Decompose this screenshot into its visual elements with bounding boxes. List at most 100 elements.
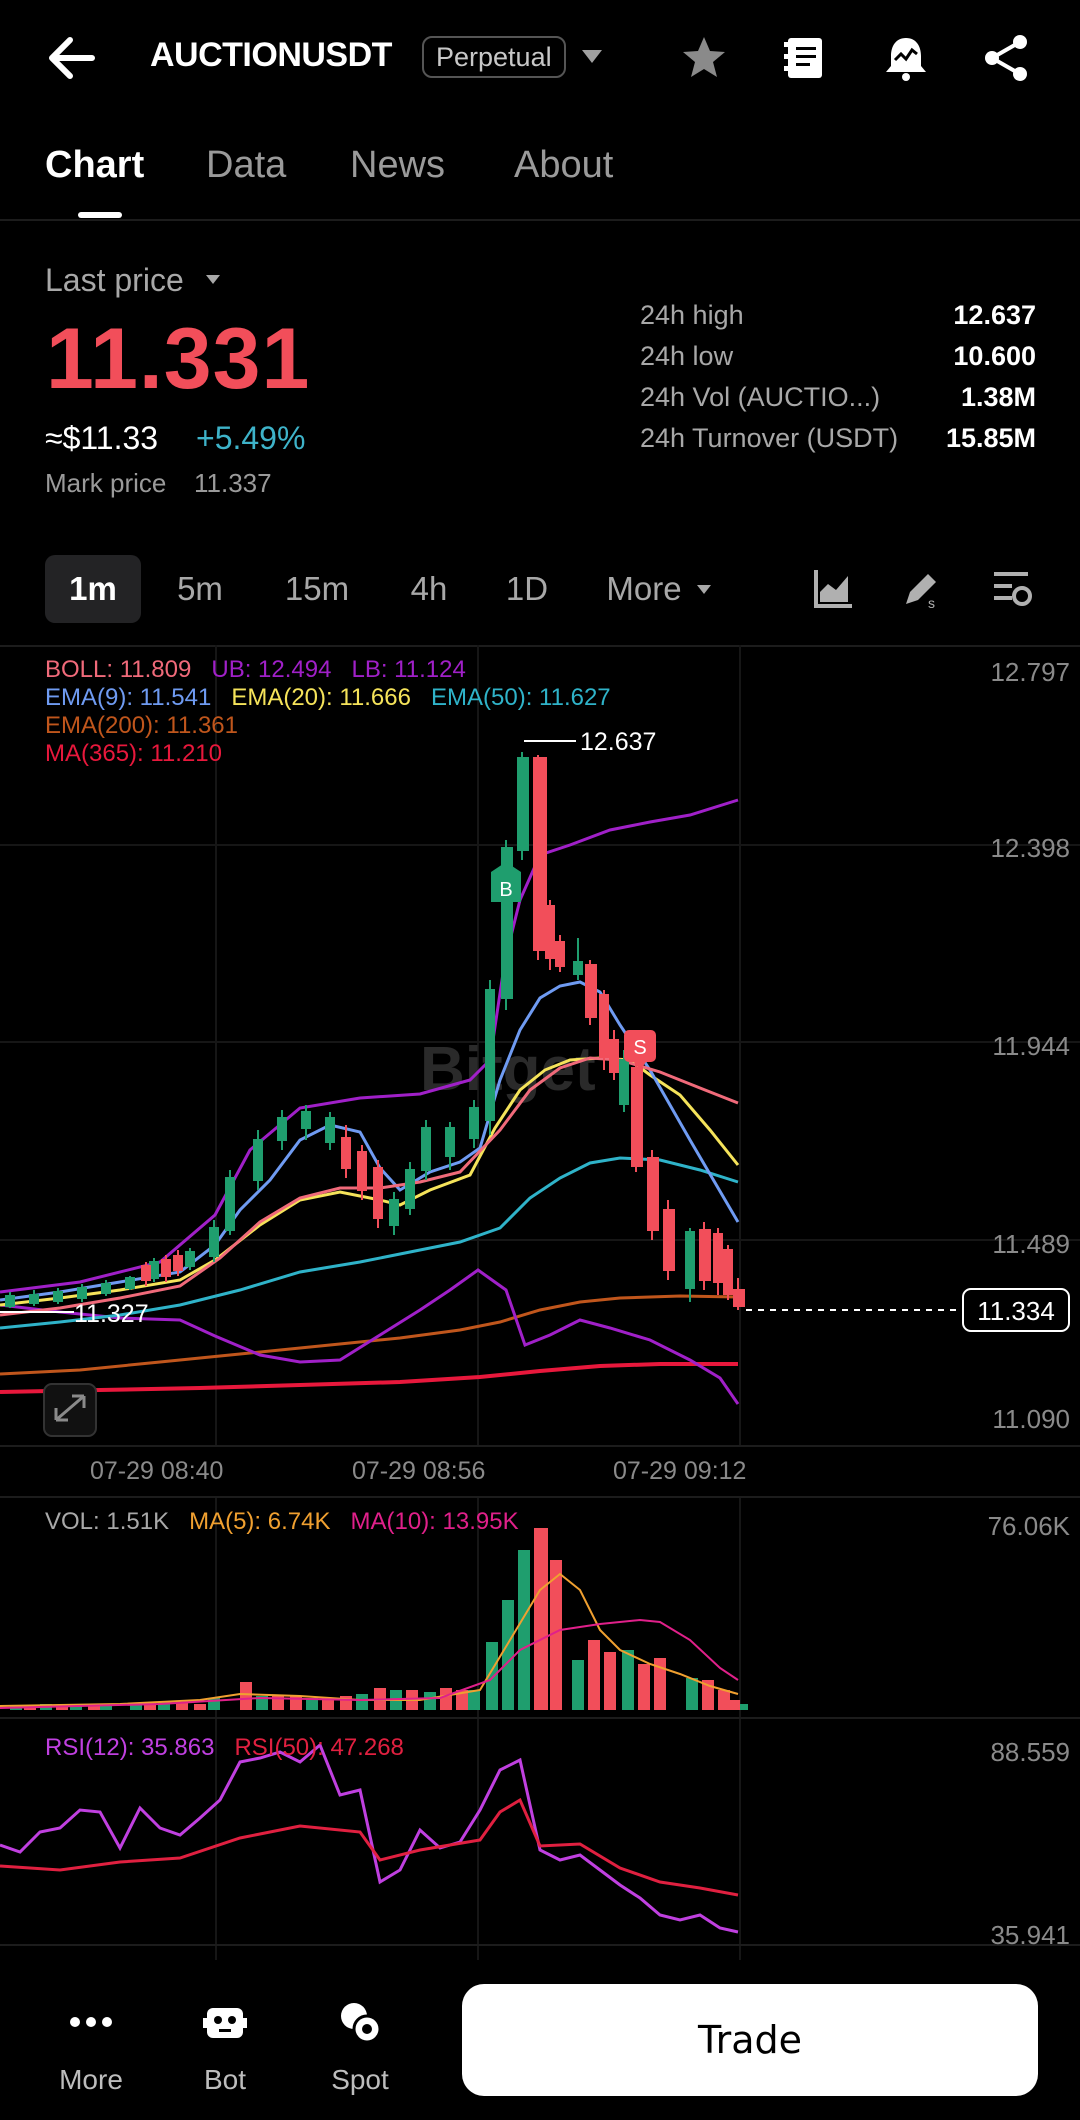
stat-value: 12.637	[953, 300, 1036, 330]
bot-button[interactable]: Bot	[170, 1990, 280, 2100]
expand-chart-icon[interactable]	[43, 1383, 97, 1437]
legend-ema200: EMA(200): 11.361	[45, 712, 238, 739]
legend-ema20: EMA(20): 11.666	[231, 684, 411, 711]
drawing-tool-icon[interactable]: s	[900, 566, 944, 611]
stat-value: 15.85M	[945, 423, 1036, 453]
stat-label: 24h Vol (AUCTIO...)	[640, 382, 881, 412]
spot-coins-icon	[341, 2003, 382, 2044]
legend-lb: LB: 11.124	[351, 656, 466, 683]
legend-boll: BOLL: 11.809	[45, 656, 192, 683]
share-icon[interactable]	[980, 32, 1032, 84]
volume-axis-top: 76.06K	[987, 1511, 1070, 1541]
price-change-percent: +5.49%	[196, 420, 306, 456]
ema200-line	[0, 1294, 739, 1376]
time-axis-label: 07-29 09:12	[613, 1457, 747, 1485]
contract-type-badge: Perpetual	[422, 36, 566, 78]
active-tab-indicator	[78, 212, 122, 218]
stat-24h-high: 24h high 12.637	[640, 300, 1036, 340]
rsi12-line	[0, 1742, 739, 1934]
main-legend-row-2: EMA(9): 11.541 EMA(20): 11.666 EMA(50): …	[45, 684, 611, 712]
robot-icon	[203, 2008, 247, 2038]
chart-type-icon[interactable]	[812, 566, 856, 610]
more-dots-icon	[70, 2017, 112, 2027]
stat-24h-turnover: 24h Turnover (USDT) 15.85M	[640, 423, 1036, 463]
more-dropdown-icon[interactable]	[697, 585, 711, 594]
volume-legend: VOL: 1.51K MA(5): 6.74K MA(10): 13.95K	[45, 1508, 519, 1536]
symbol-title[interactable]: AUCTIONUSDT	[150, 36, 392, 74]
back-arrow-icon[interactable]	[44, 30, 104, 86]
interval-1d[interactable]: 1D	[505, 570, 549, 607]
symbol-dropdown-icon[interactable]	[582, 50, 602, 63]
volume-ma10-line	[0, 1618, 739, 1709]
tab-news[interactable]: News	[350, 144, 446, 186]
main-legend-row-3: EMA(200): 11.361	[45, 712, 238, 740]
price-axis-label: 12.398	[990, 833, 1070, 863]
rsi50-line	[0, 1797, 739, 1897]
main-legend-row-4: MA(365): 11.210	[45, 740, 222, 768]
main-legend-row-1: BOLL: 11.809 UB: 12.494 LB: 11.124	[45, 656, 466, 684]
stat-24h-low: 24h low 10.600	[640, 341, 1036, 381]
tabs-divider	[0, 219, 1080, 221]
rsi-axis-bottom: 35.941	[990, 1920, 1070, 1950]
interval-15m[interactable]: 15m	[284, 570, 350, 607]
sell-marker-label: S	[633, 1037, 646, 1059]
interval-1m[interactable]: 1m	[45, 555, 141, 623]
star-icon[interactable]	[678, 32, 730, 84]
last-price-label[interactable]: Last price	[45, 262, 184, 298]
interval-more[interactable]: More	[606, 570, 682, 607]
price-axis-label: 11.944	[992, 1031, 1070, 1061]
last-price-value: 11.331	[46, 311, 311, 407]
watermark-logo: Bitget	[420, 1035, 596, 1104]
current-price-tag	[962, 1288, 1070, 1332]
legend-rsi12: RSI(12): 35.863	[45, 1734, 215, 1761]
lb-line	[0, 1268, 740, 1405]
buy-marker[interactable]: B	[491, 862, 521, 902]
volume-bars	[10, 1528, 748, 1710]
price-axis-label: 12.797	[990, 657, 1070, 687]
interval-divider	[0, 645, 1080, 647]
tab-about[interactable]: About	[514, 144, 614, 186]
legend-vol: VOL: 1.51K	[45, 1508, 170, 1535]
candles	[5, 752, 745, 1310]
notes-icon[interactable]	[780, 32, 832, 84]
trade-button[interactable]: Trade	[462, 1984, 1038, 2096]
mark-price-label: Mark price	[45, 468, 167, 498]
ub-line	[0, 798, 739, 1294]
tab-chart[interactable]: Chart	[45, 144, 145, 186]
svg-text:s: s	[928, 595, 935, 610]
buy-marker-label: B	[499, 879, 512, 901]
price-axis-label: 11.090	[992, 1404, 1070, 1434]
price-chart[interactable]: Bitget	[0, 645, 1080, 1960]
more-button[interactable]: More	[36, 1990, 146, 2100]
rsi-legend: RSI(12): 35.863 RSI(50): 47.268	[45, 1734, 404, 1762]
legend-ub: UB: 12.494	[211, 656, 332, 683]
time-axis-label: 07-29 08:40	[90, 1457, 224, 1485]
low-marker-label: 11.327	[74, 1300, 149, 1328]
legend-ma365: MA(365): 11.210	[45, 740, 222, 767]
stat-24h-volume: 24h Vol (AUCTIO...) 1.38M	[640, 382, 1036, 422]
legend-rsi50: RSI(50): 47.268	[234, 1734, 404, 1761]
last-price-dropdown-icon[interactable]	[206, 275, 220, 284]
spot-button[interactable]: Spot	[305, 1990, 415, 2100]
mark-price-value: 11.337	[194, 468, 272, 498]
interval-5m[interactable]: 5m	[177, 570, 223, 607]
top-bar: AUCTIONUSDT Perpetual	[0, 0, 1080, 116]
sell-marker[interactable]: S	[624, 1030, 656, 1070]
time-axis-label: 07-29 08:56	[352, 1457, 486, 1485]
ma365-line	[0, 1362, 738, 1394]
high-marker-label: 12.637	[580, 728, 656, 756]
stat-label: 24h Turnover (USDT)	[640, 423, 899, 453]
stat-label: 24h high	[640, 300, 744, 330]
price-axis-label: 11.489	[992, 1229, 1070, 1259]
stat-label: 24h low	[640, 341, 734, 371]
indicator-settings-icon[interactable]	[990, 566, 1034, 610]
legend-vol-ma5: MA(5): 6.74K	[189, 1508, 331, 1535]
chart-grid	[0, 645, 1080, 1960]
current-price-tag-label: 11.334	[977, 1296, 1055, 1326]
interval-4h[interactable]: 4h	[410, 570, 448, 607]
legend-ema9: EMA(9): 11.541	[45, 684, 212, 711]
price-alert-icon[interactable]	[880, 32, 932, 84]
legend-vol-ma10: MA(10): 13.95K	[350, 1508, 519, 1535]
tab-data[interactable]: Data	[206, 144, 287, 186]
legend-ema50: EMA(50): 11.627	[431, 684, 611, 711]
